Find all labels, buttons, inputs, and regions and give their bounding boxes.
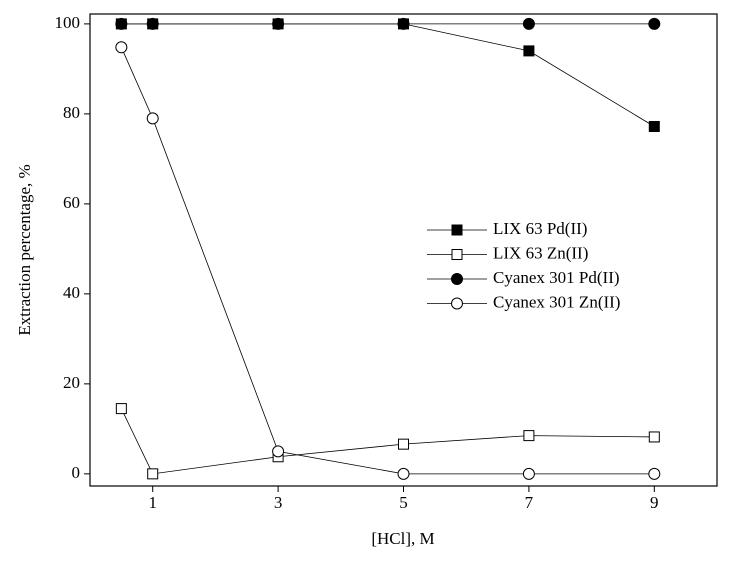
marker (648, 467, 661, 480)
y-tick-label: 0 (72, 463, 81, 482)
series-line (121, 23, 655, 127)
legend-marker (451, 273, 463, 285)
marker (146, 17, 159, 30)
marker (146, 112, 159, 125)
marker (397, 17, 410, 30)
series (115, 41, 661, 480)
marker (523, 430, 535, 442)
x-tick-label: 7 (525, 493, 534, 512)
series (115, 403, 660, 480)
marker (648, 431, 660, 443)
marker (272, 17, 285, 30)
legend-label: LIX 63 Pd(II) (493, 219, 587, 238)
x-tick-label: 1 (148, 493, 157, 512)
marker (522, 17, 535, 30)
y-tick-label: 60 (63, 193, 80, 212)
series-line (120, 47, 655, 475)
legend-marker (451, 224, 463, 236)
series-line (120, 408, 655, 475)
legend: LIX 63 Pd(II) LIX 63 Zn(II) Cyanex 301 Pd(… (427, 219, 620, 311)
marker (522, 467, 535, 480)
marker (272, 445, 285, 458)
legend-label: Cyanex 301 Pd(II) (493, 268, 620, 287)
x-tick-label: 5 (399, 493, 408, 512)
plot-frame (89, 13, 718, 487)
x-axis-label: [HCl], M (371, 529, 434, 548)
y-tick-label: 40 (63, 283, 80, 302)
y-tick-label: 80 (63, 103, 80, 122)
series (115, 17, 661, 30)
marker (648, 17, 661, 30)
marker (147, 468, 159, 480)
marker (648, 120, 660, 132)
x-tick-label: 9 (650, 493, 659, 512)
y-tick-label: 100 (55, 13, 81, 32)
x-tick-label: 3 (274, 493, 283, 512)
marker (115, 41, 128, 54)
marker (115, 17, 128, 30)
legend-marker (451, 249, 463, 260)
legend-marker (451, 297, 463, 310)
y-tick-label: 20 (63, 373, 80, 392)
series (115, 18, 660, 132)
marker (523, 45, 535, 57)
y-axis-label: Extraction percentage, % (15, 164, 34, 335)
marker (398, 438, 409, 450)
marker (397, 467, 410, 480)
legend-label: LIX 63 Zn(II) (493, 243, 588, 262)
legend-label: Cyanex 301 Zn(II) (493, 292, 620, 311)
marker (115, 403, 127, 415)
